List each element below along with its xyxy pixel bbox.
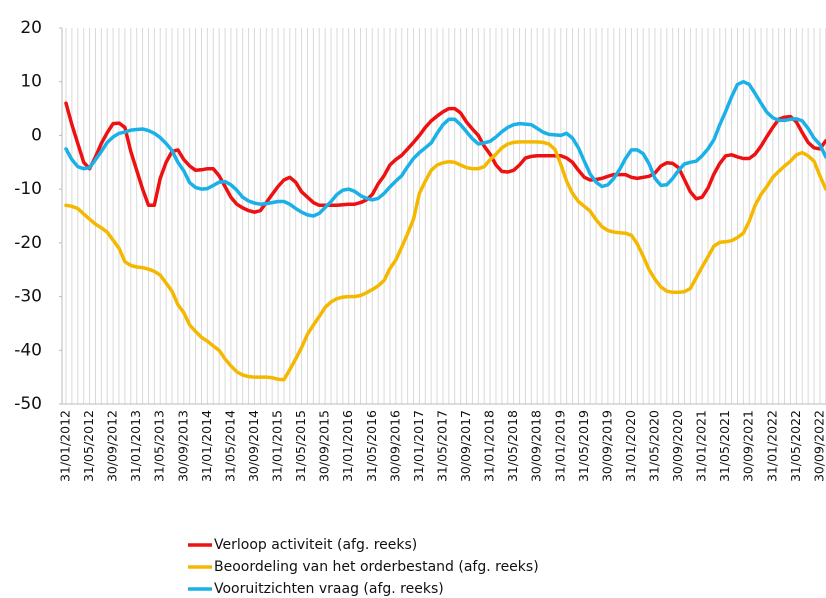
x-tick-label: 31/01/2017: [411, 410, 426, 482]
y-tick-label: -40: [14, 340, 42, 360]
y-tick-label: 20: [20, 18, 42, 38]
x-tick-label: 30/09/2019: [599, 410, 614, 482]
x-tick-label: 30/09/2014: [246, 410, 261, 482]
y-tick-label: -10: [14, 179, 42, 199]
x-tick-label: 31/01/2019: [552, 410, 567, 482]
x-tick-label: 31/05/2020: [647, 410, 662, 482]
x-tick-label: 31/01/2021: [694, 410, 709, 482]
x-tick-label: 31/01/2012: [58, 410, 73, 482]
x-tick-label: 31/01/2018: [482, 410, 497, 482]
x-tick-label: 31/05/2015: [293, 410, 308, 482]
x-tick-label: 31/05/2012: [81, 410, 96, 482]
x-tick-label: 31/05/2021: [717, 410, 732, 482]
x-tick-label: 30/09/2022: [811, 410, 826, 482]
x-tick-label: 31/05/2013: [152, 410, 167, 482]
x-tick-label: 31/01/2016: [340, 410, 355, 482]
x-tick-label: 30/09/2017: [458, 410, 473, 482]
x-tick-label: 31/01/2020: [623, 410, 638, 482]
y-tick-label: -20: [14, 233, 42, 253]
x-tick-label: 30/09/2012: [105, 410, 120, 482]
legend-label: Verloop activiteit (afg. reeks): [214, 537, 417, 553]
y-tick-label: 0: [31, 125, 42, 145]
x-tick-label: 31/01/2015: [270, 410, 285, 482]
x-tick-label: 31/05/2018: [505, 410, 520, 482]
x-tick-label: 30/09/2016: [387, 410, 402, 482]
y-tick-label: 10: [20, 72, 42, 92]
x-tick-label: 30/09/2020: [670, 410, 685, 482]
legend-label: Beoordeling van het orderbestand (afg. r…: [214, 559, 539, 575]
y-tick-label: -50: [14, 394, 42, 414]
x-tick-label: 31/01/2013: [128, 410, 143, 482]
series-line: [64, 79, 826, 218]
x-tick-label: 30/09/2015: [317, 410, 332, 482]
series-line: [64, 101, 826, 214]
x-tick-label: 31/05/2022: [788, 410, 803, 482]
x-tick-label: 30/09/2013: [175, 410, 190, 482]
x-tick-label: 31/01/2022: [764, 410, 779, 482]
x-tick-label: 31/05/2014: [222, 410, 237, 482]
x-tick-label: 30/09/2021: [741, 410, 756, 482]
x-tick-label: 30/09/2018: [529, 410, 544, 482]
x-tick-label: 31/01/2014: [199, 410, 214, 482]
series-line: [64, 140, 826, 382]
x-tick-label: 31/05/2019: [576, 410, 591, 482]
y-tick-label: -30: [14, 287, 42, 307]
x-tick-label: 31/05/2017: [434, 410, 449, 482]
legend-label: Vooruitzichten vraag (afg. reeks): [214, 581, 444, 597]
x-tick-label: 31/05/2016: [364, 410, 379, 482]
